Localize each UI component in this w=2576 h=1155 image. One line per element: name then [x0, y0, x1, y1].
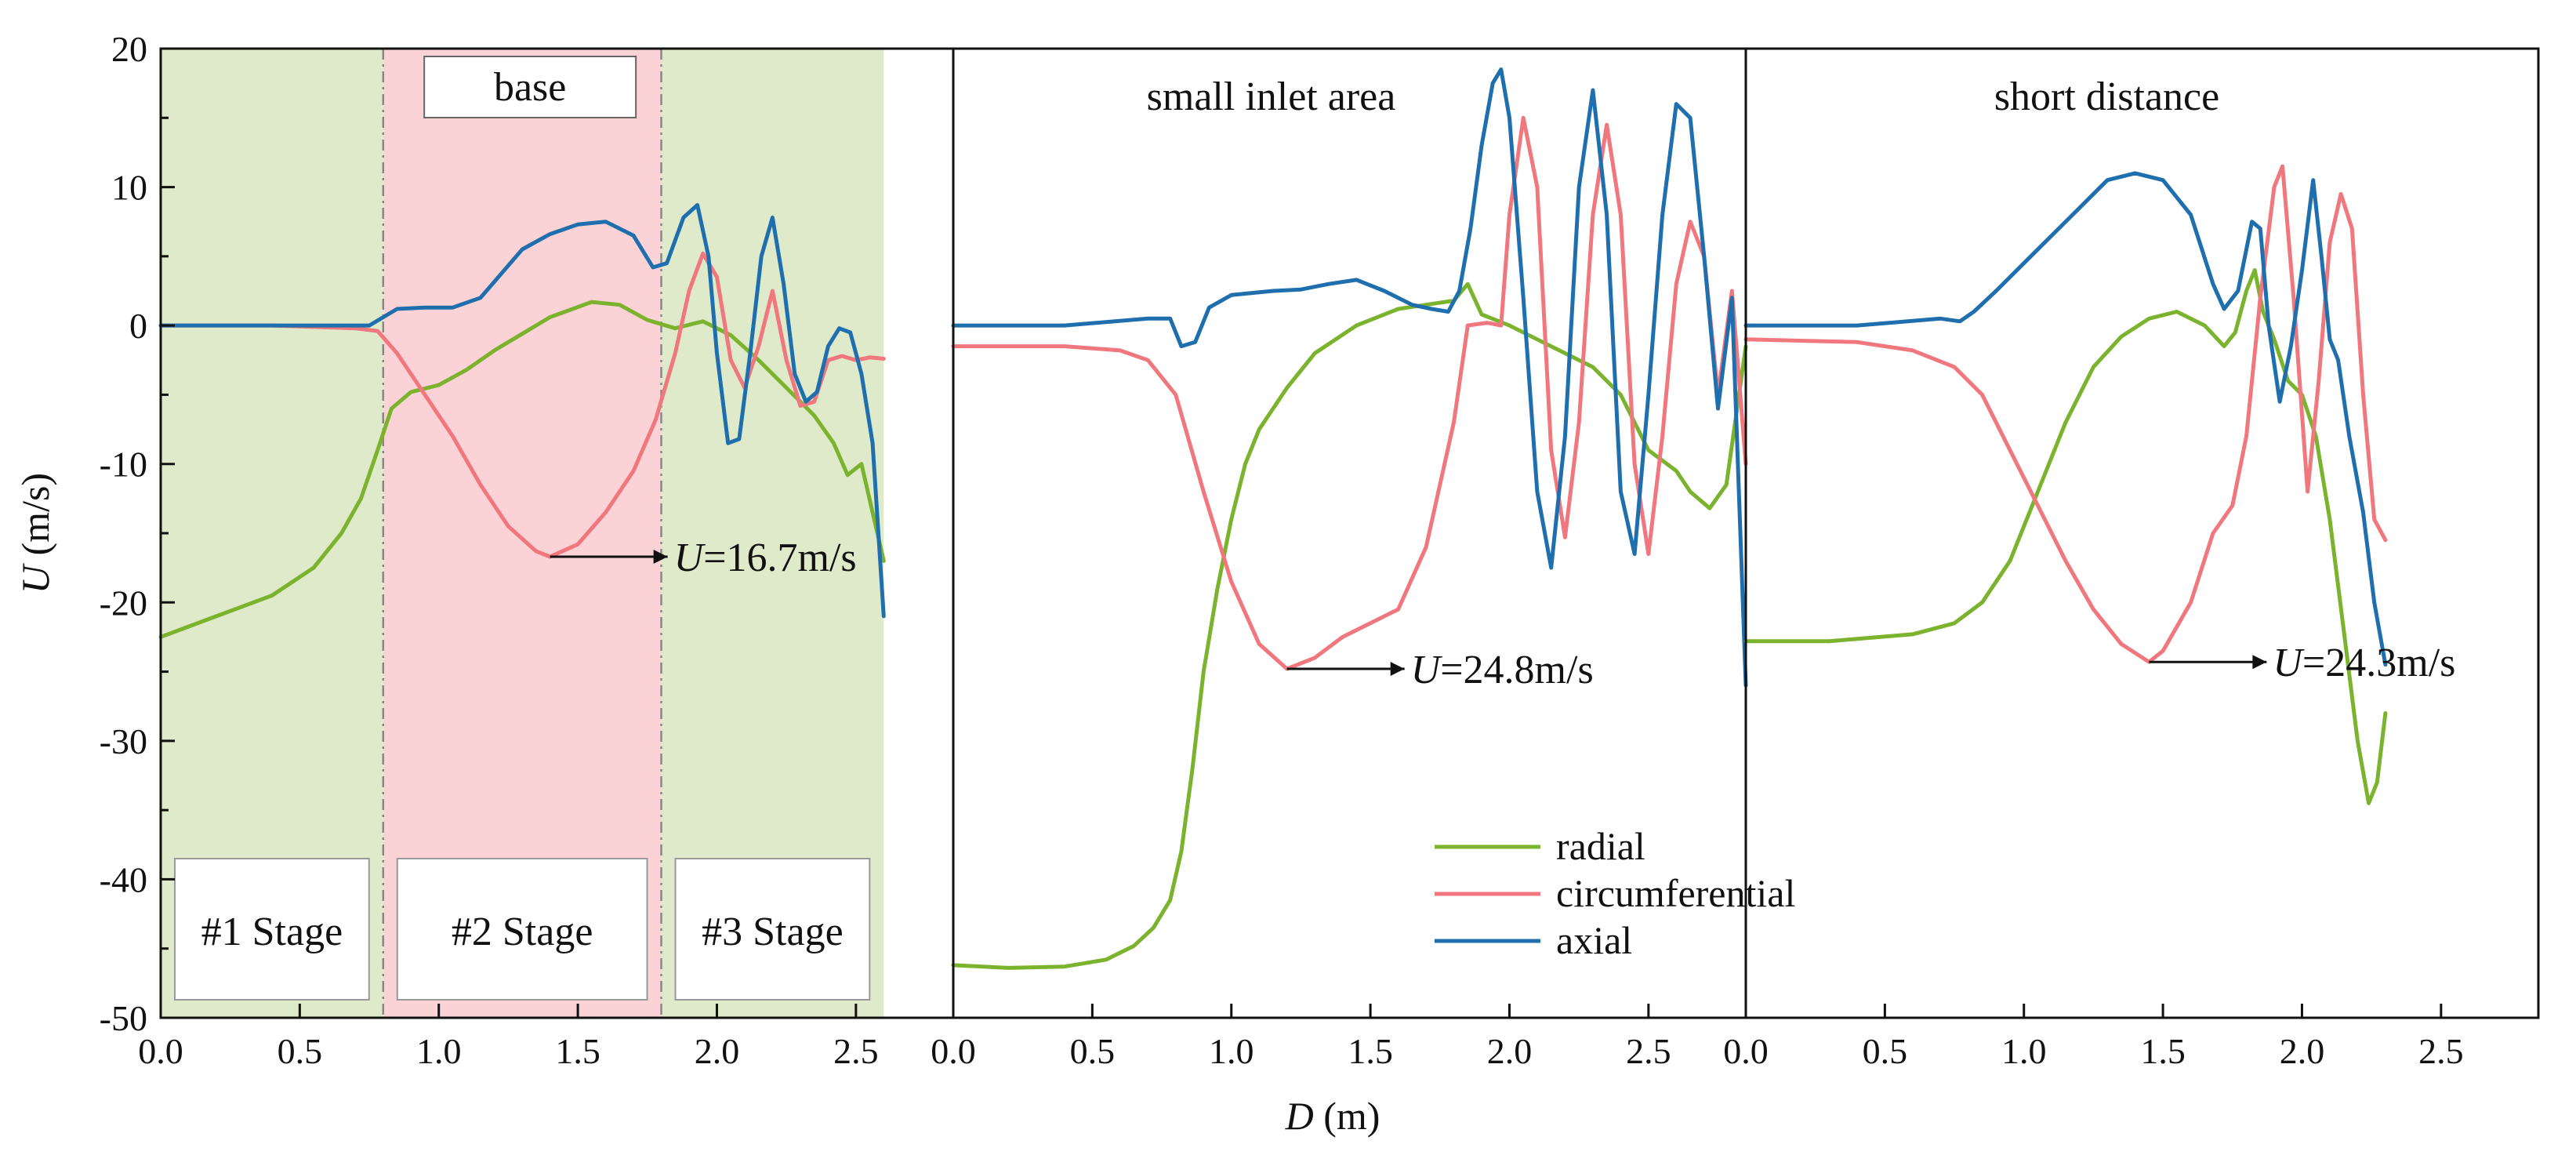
x-tick-label: 1.5: [555, 1031, 600, 1071]
x-tick-label: 0.0: [931, 1031, 976, 1071]
series-line-axial: [951, 67, 1748, 688]
x-tick-label: 0.0: [1723, 1031, 1769, 1071]
panel-3: short distance U=24.3m/s 0.0 0.5 1.0 1.5 2.0 2.…: [1723, 47, 2540, 1071]
annotation-arrowhead: [2252, 655, 2267, 670]
stage-label-box-2: [396, 858, 648, 1001]
series-line-axial: [1743, 171, 2388, 667]
stage-label-3: #3 Stage: [702, 910, 844, 954]
x-tick-label: 2.5: [833, 1031, 879, 1071]
x-axis-title: D (m): [1285, 1094, 1381, 1138]
annotation-variable: U: [674, 536, 706, 580]
y-tick-label: 10: [111, 168, 147, 208]
annotation-value: =16.7m/s: [703, 536, 856, 580]
annotation-arrowhead: [653, 550, 668, 565]
x-tick-label: 2.0: [695, 1031, 740, 1071]
x-tick-label: 1.0: [416, 1031, 462, 1071]
x-tick-label: 1.0: [1209, 1031, 1254, 1071]
stage-label-2: #2 Stage: [452, 910, 593, 954]
series-line-circumferential: [158, 251, 886, 559]
x-tick-label: 1.5: [2140, 1031, 2186, 1071]
legend-label-radial: radial: [1556, 824, 1645, 868]
panel-2: small inlet area U=24.8m/s 0.0 0.5 1.0 1.5 2.0…: [931, 47, 1748, 1071]
panel-frame: [1744, 47, 2540, 1019]
legend-label-circumferential: circumferential: [1556, 871, 1795, 915]
stage-band-2: [383, 49, 662, 1018]
y-axis-unit: (m/s): [13, 473, 57, 565]
x-tick-label: 1.0: [2001, 1031, 2047, 1071]
y-axis: 20 10 0 -10 -20 -30 -40 -50: [100, 29, 175, 1038]
stage-label-box-3: [674, 858, 871, 1001]
x-tick-label: 0.5: [278, 1031, 323, 1071]
annotation-variable: U: [2273, 641, 2305, 685]
stage-band-1: [161, 49, 383, 1018]
y-tick-label: -20: [100, 583, 147, 623]
stage-label-1: #1 Stage: [201, 910, 343, 954]
panel-title-box: [423, 56, 637, 118]
x-tick-label: 2.0: [1487, 1031, 1533, 1071]
x-tick-label: 0.0: [138, 1031, 183, 1071]
stage-label-box-1: [174, 858, 370, 1001]
x-axis-variable: D: [1285, 1094, 1314, 1138]
series-line-axial: [158, 203, 886, 619]
series-line-circumferential: [1743, 164, 2388, 664]
y-axis-title: U (m/s): [13, 473, 57, 594]
annotation-value: =24.3m/s: [2302, 641, 2455, 685]
x-tick-label: 1.5: [1348, 1031, 1393, 1071]
x-axis-unit: (m): [1314, 1094, 1381, 1138]
annotation-variable: U: [1411, 648, 1443, 692]
x-tick-label: 2.0: [2280, 1031, 2325, 1071]
panel-title: short distance: [1994, 74, 2219, 119]
y-tick-label: -50: [100, 998, 147, 1038]
annotation-label: U=24.3m/s: [2273, 641, 2455, 685]
panel-title: small inlet area: [1147, 74, 1396, 119]
annotation-label: U=24.8m/s: [1411, 648, 1594, 692]
y-tick-label: -30: [100, 721, 147, 761]
chart-root: #1 Stage #2 Stage #3 StagebaseU=16.7m/s0.0…: [13, 29, 2540, 1138]
annotation-value: =24.8m/s: [1440, 648, 1593, 692]
y-tick-label: 20: [111, 29, 147, 69]
x-tick-label: 0.5: [1863, 1031, 1908, 1071]
y-tick-label: 0: [129, 306, 147, 346]
panel-title: base: [494, 65, 566, 110]
series-line-circumferential: [951, 115, 1748, 671]
y-tick-label: -40: [100, 859, 147, 899]
x-tick-label: 2.5: [2418, 1031, 2464, 1071]
y-tick-label: -10: [100, 445, 147, 485]
x-tick-label: 2.5: [1626, 1031, 1671, 1071]
series-line-radial: [1743, 268, 2388, 805]
series-line-radial: [951, 281, 1748, 970]
annotation-arrowhead: [1390, 662, 1405, 677]
panel-1: #1 Stage #2 Stage #3 Stage base U=16.7m/s 0.0…: [138, 47, 955, 1071]
annotation-label: U=16.7m/s: [674, 536, 857, 580]
x-tick-label: 0.5: [1070, 1031, 1116, 1071]
y-axis-variable: U: [13, 563, 57, 594]
legend-label-axial: axial: [1556, 918, 1632, 962]
